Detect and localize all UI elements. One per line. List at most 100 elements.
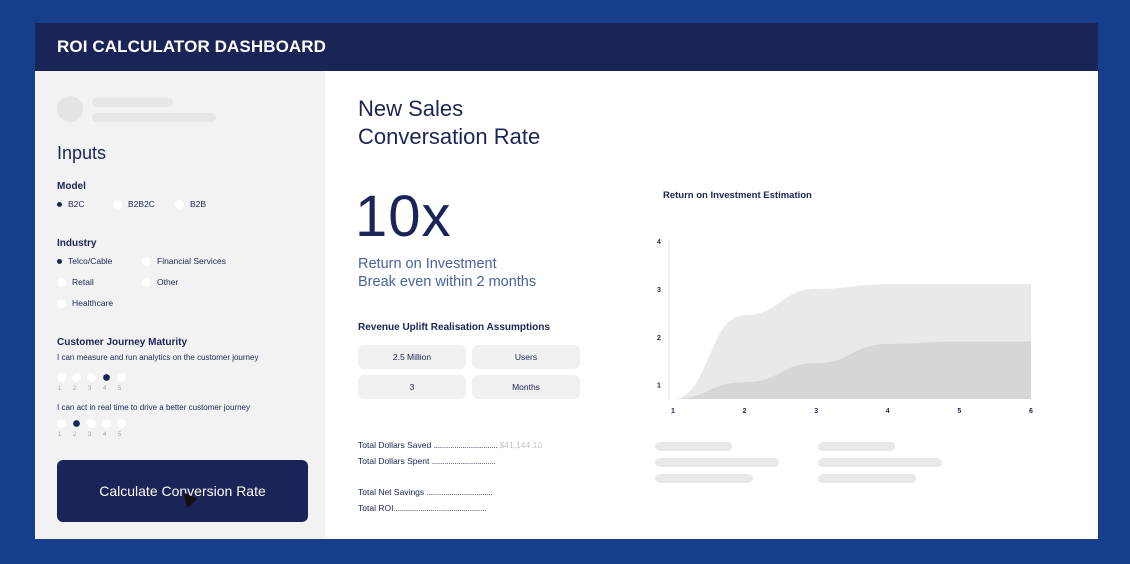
breakeven-text: Break even within 2 months bbox=[358, 274, 537, 290]
x-tick-label: 6 bbox=[1029, 408, 1033, 415]
scale-step[interactable]: 5 bbox=[117, 419, 132, 438]
maturity-q1-text: I can measure and run analytics on the c… bbox=[57, 353, 259, 362]
model-option-b2b2c[interactable]: B2B2C bbox=[113, 199, 155, 209]
scale-number: 2 bbox=[73, 432, 77, 438]
industry-option-other[interactable]: Other bbox=[142, 277, 178, 287]
total-net-savings-row: Total Net Savings ......................… bbox=[358, 487, 493, 497]
total-roi-label: Total ROI bbox=[358, 503, 394, 513]
model-option-b2c[interactable]: B2C bbox=[57, 199, 85, 209]
scale-number: 1 bbox=[58, 432, 62, 438]
industry-option-label: Financial Services bbox=[157, 256, 226, 266]
industry-option-financial[interactable]: Financial Services bbox=[142, 256, 226, 266]
model-option-b2b[interactable]: B2B bbox=[175, 199, 206, 209]
assumption-months-value[interactable]: 3 bbox=[358, 375, 466, 399]
scale-number: 4 bbox=[103, 432, 107, 438]
skeleton-bar bbox=[655, 458, 779, 467]
x-tick-label: 4 bbox=[886, 408, 890, 415]
scale-step[interactable]: 1 bbox=[57, 419, 72, 438]
page-title-line: New Sales bbox=[358, 96, 464, 121]
calculate-conversion-rate-button[interactable]: Calculate Conversion Rate bbox=[57, 460, 308, 522]
assumption-users-unit[interactable]: Users bbox=[472, 345, 580, 369]
total-net-savings-label: Total Net Savings bbox=[358, 487, 425, 497]
results-panel: New Sales Conversation Rate 10x Return o… bbox=[325, 71, 1098, 539]
total-dollars-saved-row: Total Dollars Saved ....................… bbox=[358, 440, 542, 450]
radio-icon bbox=[142, 256, 151, 266]
model-option-label: B2C bbox=[68, 199, 85, 209]
radio-icon bbox=[57, 298, 66, 308]
skeleton-bar bbox=[655, 442, 732, 451]
skeleton-bar bbox=[818, 442, 895, 451]
industry-option-label: Healthcare bbox=[72, 298, 114, 308]
inputs-heading: Inputs bbox=[57, 143, 107, 163]
skeleton-bar bbox=[818, 458, 942, 467]
model-option-label: B2B2C bbox=[128, 199, 155, 209]
page-title-line: Conversation Rate bbox=[358, 124, 541, 149]
scale-number: 5 bbox=[118, 386, 122, 392]
industry-option-healthcare[interactable]: Healthcare bbox=[57, 298, 113, 308]
skeleton-bar bbox=[655, 474, 753, 483]
scale-bubble-icon bbox=[102, 419, 111, 428]
scale-bubble-selected-icon bbox=[103, 374, 110, 381]
scale-step[interactable]: 2 bbox=[72, 419, 87, 438]
y-tick-label: 2 bbox=[657, 335, 661, 342]
scale-step[interactable]: 5 bbox=[117, 373, 132, 392]
scale-step[interactable]: 3 bbox=[87, 373, 102, 392]
industry-option-label: Other bbox=[157, 277, 179, 287]
x-tick-label: 5 bbox=[957, 408, 961, 415]
industry-label: Industry bbox=[57, 238, 97, 249]
assumption-months-unit[interactable]: Months bbox=[472, 375, 580, 399]
scale-bubble-icon bbox=[57, 373, 66, 382]
scale-bubble-icon bbox=[117, 419, 126, 428]
model-option-label: B2B bbox=[190, 199, 207, 209]
radio-selected-icon bbox=[57, 258, 62, 264]
scale-step[interactable]: 4 bbox=[102, 373, 117, 392]
maturity-q2-scale: 1 2 3 4 5 bbox=[57, 419, 132, 438]
scale-bubble-icon bbox=[87, 419, 96, 428]
industry-option-label: Telco/Cable bbox=[68, 256, 113, 266]
app-window: ROI CALCULATOR DASHBOARD Inputs Model B2… bbox=[35, 23, 1098, 539]
scale-step[interactable]: 3 bbox=[87, 419, 102, 438]
scale-bubble-selected-icon bbox=[73, 420, 80, 427]
avatar-placeholder bbox=[57, 96, 83, 122]
maturity-q1-scale: 1 2 3 4 5 bbox=[57, 373, 132, 392]
industry-option-telco[interactable]: Telco/Cable bbox=[57, 256, 112, 266]
roi-label: Return on Investment bbox=[358, 256, 497, 272]
radio-selected-icon bbox=[57, 201, 62, 207]
scale-number: 4 bbox=[103, 386, 107, 392]
skeleton-line bbox=[92, 98, 173, 107]
app-title: ROI CALCULATOR DASHBOARD bbox=[35, 23, 1098, 71]
x-tick-label: 1 bbox=[671, 408, 675, 415]
radio-icon bbox=[113, 199, 122, 209]
dot-leader: ................................ bbox=[426, 487, 493, 497]
y-tick-label: 3 bbox=[657, 287, 661, 294]
scale-bubble-icon bbox=[57, 419, 66, 428]
radio-icon bbox=[175, 199, 184, 209]
total-dollars-spent-label: Total Dollars Spent bbox=[358, 456, 430, 466]
scale-number: 1 bbox=[58, 386, 62, 392]
scale-number: 3 bbox=[88, 386, 92, 392]
total-dollars-saved-label: Total Dollars Saved bbox=[358, 440, 432, 450]
scale-number: 5 bbox=[118, 432, 122, 438]
scale-bubble-icon bbox=[117, 373, 126, 382]
skeleton-line bbox=[92, 113, 216, 122]
total-dollars-saved-value: $41,144.10 bbox=[499, 440, 543, 450]
roi-area-chart: 1 2 3 4 1 2 3 4 5 6 bbox=[657, 239, 1033, 415]
industry-option-retail[interactable]: Retail bbox=[57, 277, 94, 287]
scale-number: 3 bbox=[88, 432, 92, 438]
scale-step[interactable]: 1 bbox=[57, 373, 72, 392]
scale-step[interactable]: 4 bbox=[102, 419, 117, 438]
y-tick-label: 4 bbox=[657, 239, 661, 246]
roi-summary: Return on Investment Break even within 2… bbox=[358, 255, 536, 291]
scale-step[interactable]: 2 bbox=[72, 373, 87, 392]
dot-leader: ............................... bbox=[433, 440, 498, 450]
x-tick-label: 3 bbox=[814, 408, 818, 415]
inputs-sidebar: Inputs Model B2C B2B2C B2B Industry Telc… bbox=[35, 71, 325, 539]
scale-number: 2 bbox=[73, 386, 77, 392]
assumptions-title: Revenue Uplift Realisation Assumptions bbox=[358, 322, 550, 333]
dot-leader: ............................... bbox=[431, 456, 496, 466]
skeleton-bar bbox=[818, 474, 916, 483]
maturity-q2-text: I can act in real time to drive a better… bbox=[57, 403, 250, 412]
assumption-users-value[interactable]: 2.5 Million bbox=[358, 345, 466, 369]
scale-bubble-icon bbox=[72, 373, 81, 382]
y-tick-label: 1 bbox=[657, 383, 661, 390]
